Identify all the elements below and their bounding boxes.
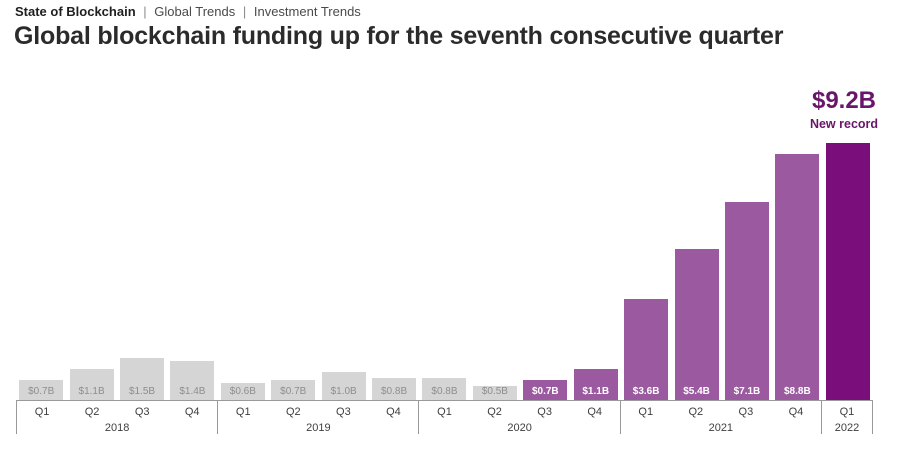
bar-2019-q4: $0.8B bbox=[372, 378, 417, 400]
record-value: $9.2B bbox=[811, 87, 877, 114]
bar-slot: $0.7B bbox=[16, 90, 66, 400]
x-axis-line bbox=[16, 400, 873, 401]
axis-group-2021: Q1 Q2 Q3 Q4 2021 bbox=[619, 401, 821, 434]
bar-2021-q4: $8.8B bbox=[775, 154, 820, 400]
bar-value-label: $3.6B bbox=[632, 386, 660, 397]
bar-group-2020: $0.8B $0.5B $0.7B $1.1B bbox=[419, 90, 621, 400]
quarter-tick-2018-q4: Q4 bbox=[184, 406, 200, 418]
bar-2020-q3: $0.7B bbox=[523, 380, 568, 400]
bar-slot: $0.8B bbox=[369, 90, 419, 400]
bar-slot: $5.4B bbox=[671, 90, 721, 400]
bar-value-label: $0.5B bbox=[481, 386, 508, 397]
bar-value-label: $1.5B bbox=[128, 386, 156, 397]
quarter-tick-2021-q2: Q2 bbox=[688, 406, 704, 418]
year-tick-2018: 2018 bbox=[104, 422, 130, 434]
quarter-tick-2019-q4: Q4 bbox=[386, 406, 401, 418]
quarter-tick-2020-q2: Q2 bbox=[487, 406, 502, 418]
bar-2020-q1: $0.8B bbox=[422, 378, 467, 400]
bar-value-label: $0.7B bbox=[280, 386, 307, 397]
bar-group-2018: $0.7B $1.1B $1.5B $1.4B bbox=[16, 90, 218, 400]
breadcrumb-separator: | bbox=[143, 4, 147, 19]
bar-2018-q3: $1.5B bbox=[120, 358, 165, 400]
quarter-tick-2022-q1: Q1 bbox=[839, 406, 855, 418]
quarter-tick-2021-q3: Q3 bbox=[738, 406, 754, 418]
bar-2021-q2: $5.4B bbox=[674, 249, 719, 400]
bar-group-2019: $0.6B $0.7B $1.0B $0.8B bbox=[218, 90, 420, 400]
bar-value-label: $0.8B bbox=[380, 386, 408, 397]
bar-2019-q3: $1.0B bbox=[321, 372, 366, 400]
quarter-tick-2020-q4: Q4 bbox=[587, 406, 603, 418]
breadcrumb-item-investment-trends: Investment Trends bbox=[253, 4, 361, 19]
year-tick-2019: 2019 bbox=[306, 422, 331, 434]
bar-2022-q1 bbox=[825, 143, 870, 400]
bar-value-label: $0.7B bbox=[28, 386, 55, 397]
quarter-tick-2019-q1: Q1 bbox=[235, 406, 251, 418]
year-tick-2021: 2021 bbox=[708, 422, 734, 434]
bar-value-label: $8.8B bbox=[784, 386, 811, 397]
breadcrumb-root: State of Blockchain bbox=[15, 4, 136, 19]
axis-group-2018: Q1 Q2 Q3 Q4 2018 bbox=[16, 401, 217, 434]
bar-slot: $7.1B bbox=[722, 90, 772, 400]
quarter-tick-2018-q3: Q3 bbox=[134, 406, 150, 418]
bar-slot: $3.6B bbox=[621, 90, 671, 400]
bar-2018-q2: $1.1B bbox=[69, 369, 114, 400]
axis-group-2019: Q1 Q2 Q3 Q4 2019 bbox=[217, 401, 418, 434]
bar-2019-q1: $0.6B bbox=[220, 383, 265, 400]
quarter-tick-2021-q1: Q1 bbox=[638, 406, 654, 418]
bar-slot: $8.8B bbox=[772, 90, 822, 400]
quarter-tick-2020-q3: Q3 bbox=[537, 406, 552, 418]
bar-value-label: $1.1B bbox=[78, 386, 105, 397]
bar-value-label: $0.7B bbox=[531, 386, 559, 397]
bar-2021-q1: $3.6B bbox=[624, 299, 669, 400]
record-label: New record bbox=[809, 117, 879, 132]
bar-slot: $1.5B bbox=[117, 90, 167, 400]
bar-2019-q2: $0.7B bbox=[271, 380, 316, 400]
quarter-tick-2021-q4: Q4 bbox=[788, 406, 804, 418]
bar-slot: $0.8B bbox=[419, 90, 469, 400]
bar-slot: $1.0B bbox=[318, 90, 368, 400]
quarter-tick-2019-q3: Q3 bbox=[336, 406, 351, 418]
bar-value-label: $1.4B bbox=[179, 386, 206, 397]
quarter-tick-2018-q2: Q2 bbox=[84, 406, 100, 418]
bar-group-2022 bbox=[823, 90, 873, 400]
breadcrumb: State of Blockchain | Global Trends | In… bbox=[15, 4, 361, 19]
quarter-tick-2019-q2: Q2 bbox=[285, 406, 301, 418]
breadcrumb-separator: | bbox=[242, 4, 247, 19]
bar-2018-q1: $0.7B bbox=[19, 380, 64, 400]
breadcrumb-item-global-trends: Global Trends bbox=[154, 4, 236, 19]
bar-chart-plot-area: $0.7B $1.1B $1.5B $1.4B $0.6B $0.7B $1.0B $0.8B… bbox=[16, 90, 873, 400]
record-annotation: $9.2B New record bbox=[788, 87, 900, 132]
bar-slot: $1.4B bbox=[167, 90, 217, 400]
axis-group-2020: Q1 Q2 Q3 Q4 2020 bbox=[418, 401, 619, 434]
bar-slot bbox=[823, 90, 873, 400]
bar-2018-q4: $1.4B bbox=[170, 361, 215, 400]
bar-value-label: $7.1B bbox=[733, 386, 761, 397]
year-tick-2020: 2020 bbox=[507, 422, 532, 434]
bar-value-label: $5.4B bbox=[683, 386, 710, 397]
axis-group-2022: Q1 2022 bbox=[820, 401, 873, 434]
quarter-tick-2018-q1: Q1 bbox=[34, 406, 50, 418]
bar-2021-q3: $7.1B bbox=[724, 202, 769, 400]
bar-value-label: $0.6B bbox=[229, 386, 256, 397]
bar-2020-q2: $0.5B bbox=[472, 386, 517, 400]
x-axis-label-band: Q1 Q2 Q3 Q4 2018 Q1 Q2 Q3 Q4 2019 Q1 Q2 Q3 Q4 2020 Q1 Q2… bbox=[16, 401, 873, 434]
bar-value-label: $1.0B bbox=[330, 386, 357, 397]
bar-slot: $0.7B bbox=[520, 90, 570, 400]
bar-group-2021: $3.6B $5.4B $7.1B $8.8B bbox=[621, 90, 823, 400]
bar-slot: $0.7B bbox=[268, 90, 318, 400]
bar-2020-q4: $1.1B bbox=[573, 369, 618, 400]
quarter-tick-2020-q1: Q1 bbox=[437, 406, 452, 418]
chart-title: Global blockchain funding up for the sev… bbox=[14, 22, 784, 50]
bar-value-label: $0.8B bbox=[431, 386, 458, 397]
year-tick-2022: 2022 bbox=[834, 422, 860, 434]
bar-value-label: $1.1B bbox=[582, 386, 610, 397]
bar-slot: $1.1B bbox=[571, 90, 621, 400]
bar-slot: $0.5B bbox=[470, 90, 520, 400]
bar-slot: $0.6B bbox=[218, 90, 268, 400]
bar-slot: $1.1B bbox=[66, 90, 116, 400]
